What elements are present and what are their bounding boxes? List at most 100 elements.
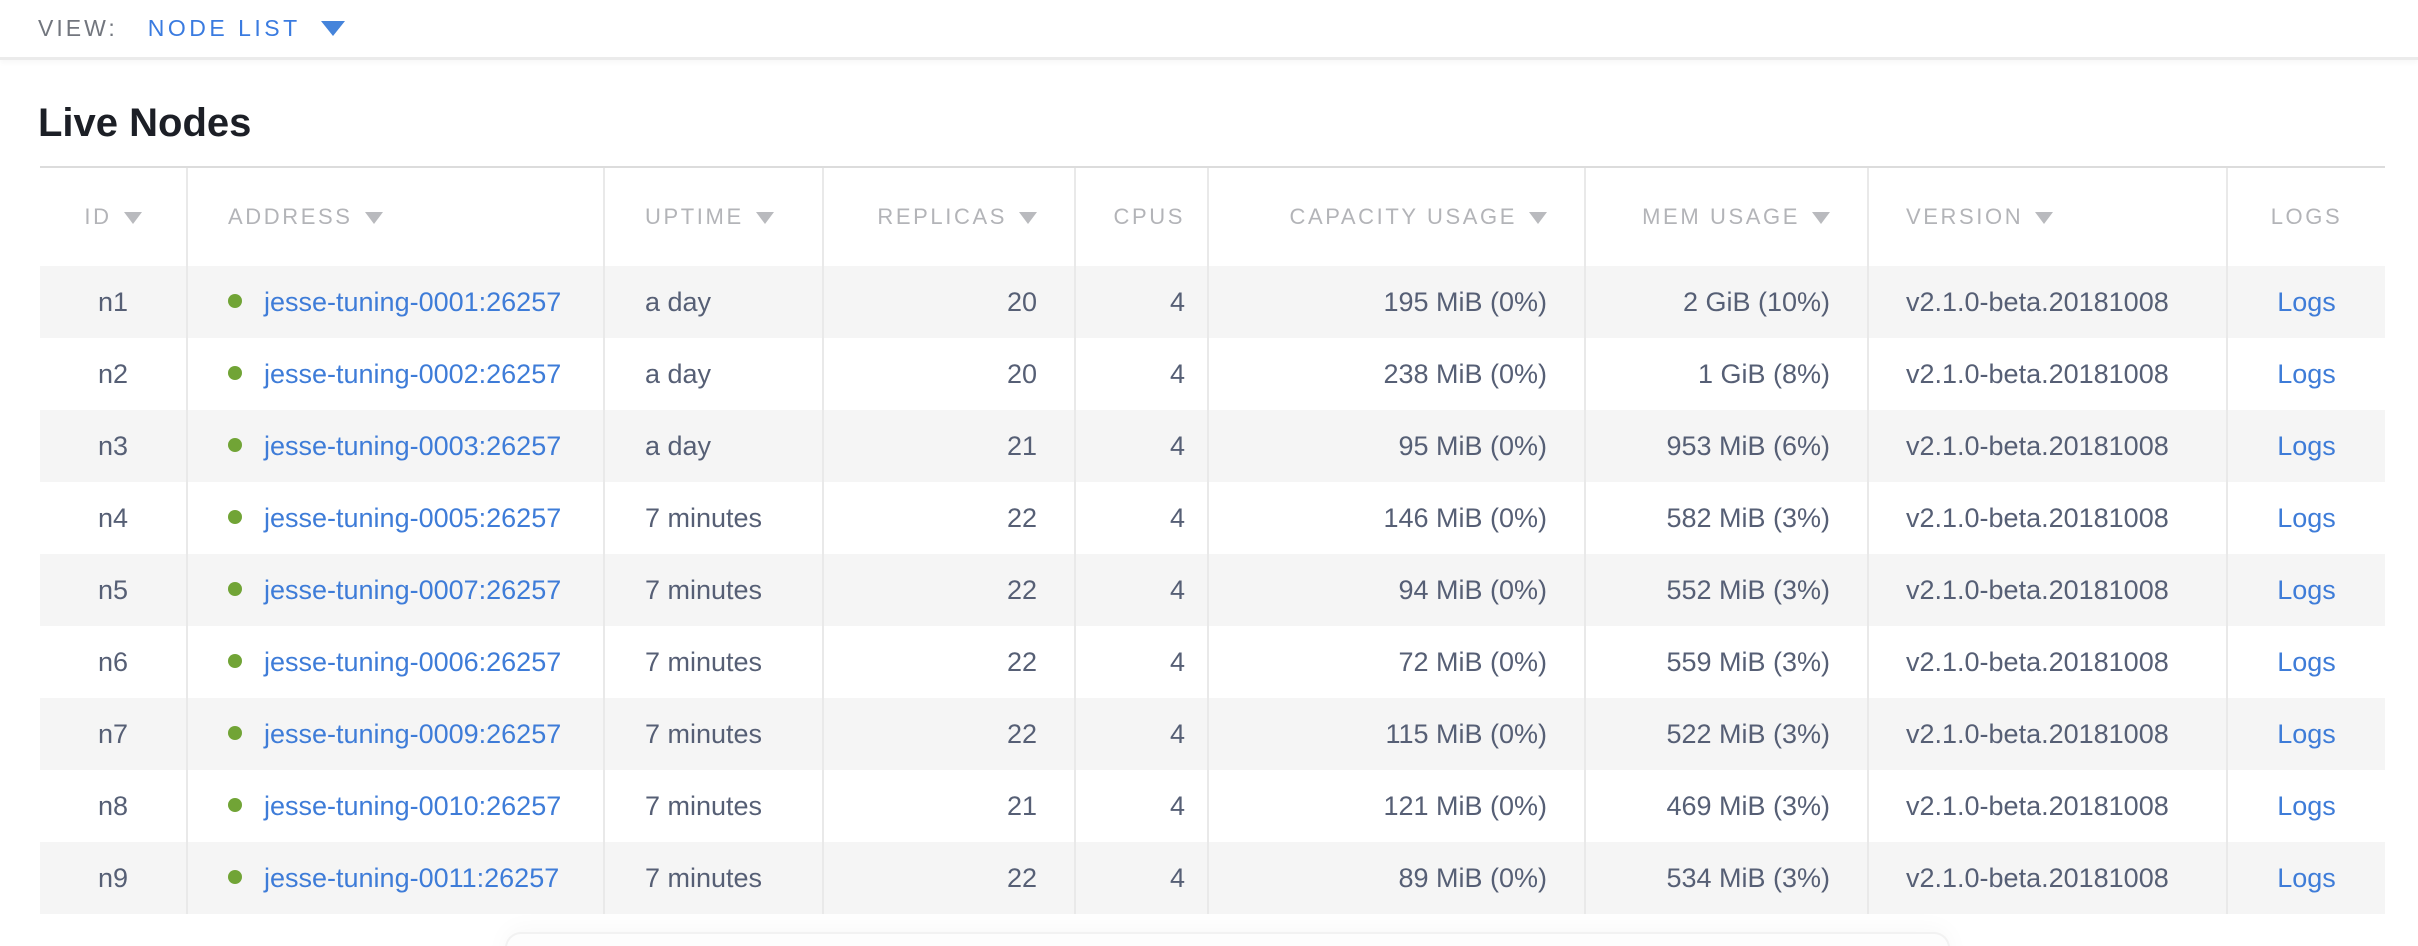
node-mem-usage-cell: 469 MiB (3%) (1584, 770, 1868, 842)
node-replicas-cell: 22 (822, 698, 1075, 770)
node-logs-link[interactable]: Logs (2277, 358, 2336, 389)
sort-arrow-icon (755, 212, 774, 224)
node-capacity-usage-cell: 195 MiB (0%) (1207, 266, 1585, 338)
node-table-body: n1 jesse-tuning-0001:26257 a day 20 4 19… (40, 266, 2385, 914)
node-id-cell: n4 (97, 502, 129, 533)
table-row: n4 jesse-tuning-0005:26257 7 minutes 22 … (40, 482, 2385, 554)
node-version-cell: v2.1.0-beta.20181008 (1867, 770, 2227, 842)
node-replicas-cell: 21 (822, 770, 1075, 842)
column-header-version[interactable]: VERSION (1867, 166, 2227, 266)
node-live-status-icon (228, 510, 242, 525)
column-header-label: LOGS (2270, 204, 2343, 229)
node-logs-link[interactable]: Logs (2277, 574, 2336, 605)
table-row: n6 jesse-tuning-0006:26257 7 minutes 22 … (40, 626, 2385, 698)
table-row: n9 jesse-tuning-0011:26257 7 minutes 22 … (40, 842, 2385, 914)
node-capacity-usage-cell: 94 MiB (0%) (1207, 554, 1585, 626)
column-header-id[interactable]: ID (40, 166, 187, 266)
node-cpus-cell: 4 (1074, 842, 1208, 914)
table-header-row: ID ADDRESS UPTIME REPLICAS CPUS CAPACITY… (40, 166, 2385, 266)
column-header-mem-usage[interactable]: MEM USAGE (1584, 166, 1868, 266)
node-version-cell: v2.1.0-beta.20181008 (1867, 410, 2227, 482)
node-logs-link[interactable]: Logs (2277, 862, 2336, 893)
node-address-link[interactable]: jesse-tuning-0005:26257 (264, 502, 562, 533)
node-capacity-usage-cell: 95 MiB (0%) (1207, 410, 1585, 482)
node-version-cell: v2.1.0-beta.20181008 (1867, 338, 2227, 410)
live-nodes-table: ID ADDRESS UPTIME REPLICAS CPUS CAPACITY… (40, 166, 2385, 914)
node-cpus-cell: 4 (1074, 698, 1208, 770)
node-logs-cell: Logs (2226, 482, 2385, 554)
node-cpus-cell: 4 (1074, 770, 1208, 842)
node-replicas-cell: 22 (822, 842, 1075, 914)
node-logs-link[interactable]: Logs (2277, 286, 2336, 317)
node-logs-link[interactable]: Logs (2277, 718, 2336, 749)
node-logs-link[interactable]: Logs (2277, 646, 2336, 677)
node-uptime-cell: a day (603, 410, 823, 482)
view-label: VIEW: (38, 15, 118, 41)
node-cpus-cell: 4 (1074, 482, 1208, 554)
node-uptime-cell: 7 minutes (603, 626, 823, 698)
node-replicas-cell: 22 (822, 626, 1075, 698)
node-address-link[interactable]: jesse-tuning-0001:26257 (264, 286, 562, 317)
node-replicas-cell: 21 (822, 410, 1075, 482)
node-uptime-cell: 7 minutes (603, 698, 823, 770)
node-capacity-usage-cell: 121 MiB (0%) (1207, 770, 1585, 842)
node-address-link[interactable]: jesse-tuning-0003:26257 (264, 430, 562, 461)
node-address-cell: jesse-tuning-0007:26257 (186, 554, 604, 626)
view-dropdown[interactable]: NODE LIST (147, 15, 301, 41)
node-address-link[interactable]: jesse-tuning-0006:26257 (264, 646, 562, 677)
node-id-cell: n5 (97, 574, 129, 605)
node-logs-cell: Logs (2226, 698, 2385, 770)
node-id-cell: n6 (97, 646, 129, 677)
column-header-capacity-usage[interactable]: CAPACITY USAGE (1207, 166, 1585, 266)
column-header-label: CAPACITY USAGE (1289, 204, 1517, 229)
node-address-link[interactable]: jesse-tuning-0007:26257 (264, 574, 562, 605)
node-cpus-cell: 4 (1074, 626, 1208, 698)
column-header-address[interactable]: ADDRESS (186, 166, 604, 266)
node-address-link[interactable]: jesse-tuning-0009:26257 (264, 718, 562, 749)
node-address-link[interactable]: jesse-tuning-0010:26257 (264, 790, 562, 821)
node-uptime-cell: 7 minutes (603, 842, 823, 914)
node-address-cell: jesse-tuning-0011:26257 (186, 842, 604, 914)
node-version-cell: v2.1.0-beta.20181008 (1867, 554, 2227, 626)
node-mem-usage-cell: 1 GiB (8%) (1584, 338, 1868, 410)
node-version-cell: v2.1.0-beta.20181008 (1867, 482, 2227, 554)
node-id-cell: n7 (97, 718, 129, 749)
sort-arrow-icon (1529, 212, 1547, 224)
column-header-label: ADDRESS (228, 204, 353, 229)
node-live-status-icon (228, 870, 242, 885)
table-row: n3 jesse-tuning-0003:26257 a day 21 4 95… (40, 410, 2385, 482)
node-live-status-icon (228, 798, 242, 813)
table-row: n5 jesse-tuning-0007:26257 7 minutes 22 … (40, 554, 2385, 626)
node-address-link[interactable]: jesse-tuning-0011:26257 (264, 862, 560, 893)
sort-arrow-icon (123, 212, 142, 224)
node-id-cell: n8 (97, 790, 129, 821)
node-logs-link[interactable]: Logs (2277, 502, 2336, 533)
column-header-label: UPTIME (645, 204, 744, 229)
view-selector-bar: VIEW: NODE LIST (0, 0, 2418, 60)
node-address-cell: jesse-tuning-0002:26257 (186, 338, 604, 410)
node-replicas-cell: 22 (822, 554, 1075, 626)
node-live-status-icon (228, 294, 242, 309)
node-address-cell: jesse-tuning-0001:26257 (186, 266, 604, 338)
node-logs-link[interactable]: Logs (2277, 790, 2336, 821)
node-logs-cell: Logs (2226, 266, 2385, 338)
node-uptime-cell: a day (603, 338, 823, 410)
chevron-down-icon[interactable] (320, 21, 345, 36)
column-header-replicas[interactable]: REPLICAS (822, 166, 1075, 266)
node-logs-cell: Logs (2226, 410, 2385, 482)
node-logs-link[interactable]: Logs (2277, 430, 2336, 461)
node-live-status-icon (228, 582, 242, 597)
node-address-link[interactable]: jesse-tuning-0002:26257 (264, 358, 562, 389)
node-capacity-usage-cell: 238 MiB (0%) (1207, 338, 1585, 410)
node-mem-usage-cell: 559 MiB (3%) (1584, 626, 1868, 698)
column-header-uptime[interactable]: UPTIME (603, 166, 823, 266)
node-live-status-icon (228, 654, 242, 669)
node-uptime-cell: a day (603, 266, 823, 338)
node-mem-usage-cell: 582 MiB (3%) (1584, 482, 1868, 554)
node-logs-cell: Logs (2226, 842, 2385, 914)
node-id-cell: n2 (97, 358, 129, 389)
node-live-status-icon (228, 366, 242, 381)
node-mem-usage-cell: 534 MiB (3%) (1584, 842, 1868, 914)
node-cpus-cell: 4 (1074, 266, 1208, 338)
column-header-label: VERSION (1906, 204, 2024, 229)
